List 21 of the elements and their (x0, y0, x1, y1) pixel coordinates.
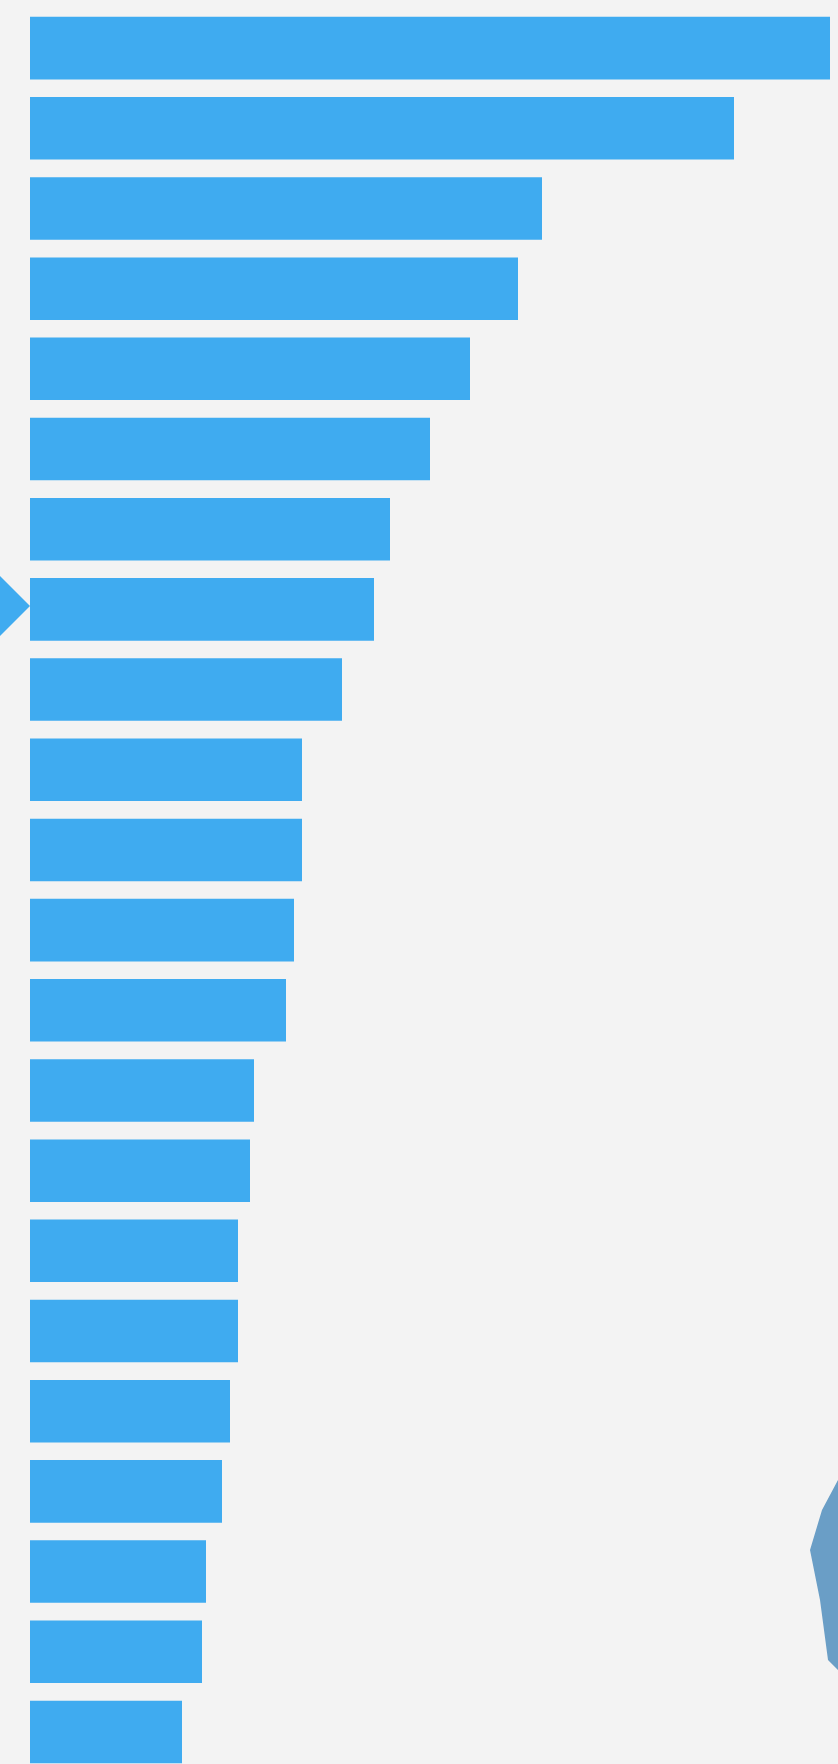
bar (30, 177, 542, 240)
bar (30, 97, 734, 160)
bar (30, 979, 286, 1042)
bar (30, 1379, 230, 1443)
bar (30, 1139, 250, 1202)
bar (30, 1620, 202, 1684)
bar (30, 1700, 182, 1764)
bar (30, 257, 518, 320)
bar (30, 898, 294, 962)
bar (30, 417, 430, 481)
bar (30, 658, 342, 721)
bar (30, 738, 302, 802)
bar (30, 337, 470, 401)
bar (30, 1059, 254, 1122)
bar (30, 16, 830, 80)
bar (30, 1540, 206, 1603)
bar (30, 497, 390, 561)
bar (30, 818, 302, 882)
bar (30, 1460, 222, 1523)
bar (30, 1299, 238, 1363)
bar (30, 1219, 238, 1283)
